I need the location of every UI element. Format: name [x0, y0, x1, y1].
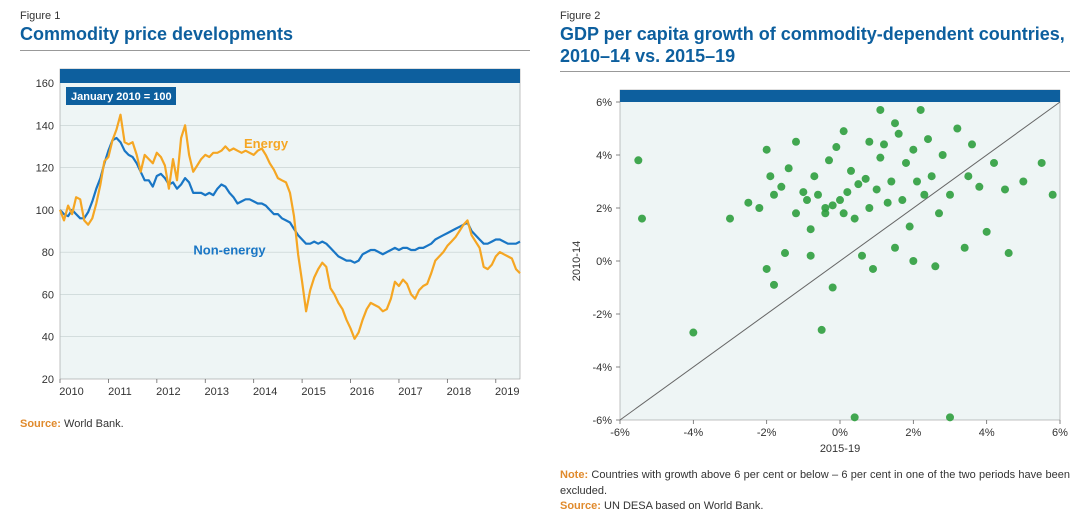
svg-text:2012: 2012	[156, 386, 180, 398]
figure-1-title: Commodity price developments	[20, 24, 530, 46]
svg-text:0%: 0%	[596, 256, 612, 268]
svg-text:4%: 4%	[596, 150, 612, 162]
svg-text:-2%: -2%	[757, 427, 777, 439]
note-label: Note:	[560, 469, 588, 481]
svg-text:2010: 2010	[59, 386, 83, 398]
svg-text:2018: 2018	[447, 386, 471, 398]
svg-text:2011: 2011	[108, 386, 132, 398]
svg-text:2010-14: 2010-14	[571, 241, 583, 281]
line-chart: January 2010 = 100 20 40 60 80 100 120 140 160 20…	[20, 59, 530, 404]
figure-2-note: Note: Countries with growth above 6 per …	[560, 468, 1070, 514]
svg-text:-4%: -4%	[592, 362, 612, 374]
svg-text:2014: 2014	[253, 386, 277, 398]
svg-text:2%: 2%	[596, 203, 612, 215]
svg-text:120: 120	[36, 162, 54, 174]
svg-text:0%: 0%	[832, 427, 848, 439]
svg-text:6%: 6%	[1052, 427, 1068, 439]
figure-2-number: Figure 2	[560, 10, 1070, 22]
source-label-2: Source:	[560, 500, 601, 512]
svg-text:60: 60	[42, 289, 54, 301]
svg-text:-6%: -6%	[610, 427, 630, 439]
figure-2-chart: -6% -4% -2% 0% 2% 4% 6% -6% -4% -2% 0% 2% 4% 6% 2015-1…	[560, 80, 1070, 460]
figure-2: Figure 2 GDP per capita growth of commod…	[560, 10, 1070, 514]
svg-text:20: 20	[42, 374, 54, 386]
figure-2-rule	[560, 71, 1070, 72]
figure-1-rule	[20, 50, 530, 51]
svg-text:Non-energy: Non-energy	[193, 242, 266, 257]
svg-text:2013: 2013	[205, 386, 229, 398]
figure-1-chart: January 2010 = 100 20 40 60 80 100 120 140 160 20…	[20, 59, 530, 409]
figure-1-source: Source: World Bank.	[20, 417, 530, 432]
svg-text:6%: 6%	[596, 97, 612, 109]
svg-text:-6%: -6%	[592, 415, 612, 427]
scatter-chart: -6% -4% -2% 0% 2% 4% 6% -6% -4% -2% 0% 2% 4% 6% 2015-1…	[560, 80, 1070, 455]
svg-text:140: 140	[36, 120, 54, 132]
source-text-2: UN DESA based on World Bank.	[601, 500, 763, 512]
figure-2-title: GDP per capita growth of commodity-depen…	[560, 24, 1070, 67]
note-text: Countries with growth above 6 per cent o…	[560, 469, 1070, 496]
svg-text:100: 100	[36, 204, 54, 216]
figure-1-number: Figure 1	[20, 10, 530, 22]
svg-text:160: 160	[36, 78, 54, 90]
svg-text:January 2010 = 100: January 2010 = 100	[71, 91, 172, 103]
svg-text:80: 80	[42, 247, 54, 259]
svg-text:2019: 2019	[495, 386, 519, 398]
svg-text:2015-19: 2015-19	[820, 443, 860, 455]
figure-1: Figure 1 Commodity price developments Ja…	[20, 10, 530, 514]
svg-text:Energy: Energy	[244, 136, 289, 151]
svg-text:2016: 2016	[350, 386, 374, 398]
svg-text:40: 40	[42, 331, 54, 343]
source-label: Source:	[20, 418, 61, 430]
source-text: World Bank.	[61, 418, 124, 430]
svg-text:2%: 2%	[905, 427, 921, 439]
svg-text:2015: 2015	[301, 386, 325, 398]
svg-text:-4%: -4%	[684, 427, 704, 439]
svg-text:4%: 4%	[979, 427, 995, 439]
svg-text:2017: 2017	[398, 386, 422, 398]
svg-text:-2%: -2%	[592, 309, 612, 321]
